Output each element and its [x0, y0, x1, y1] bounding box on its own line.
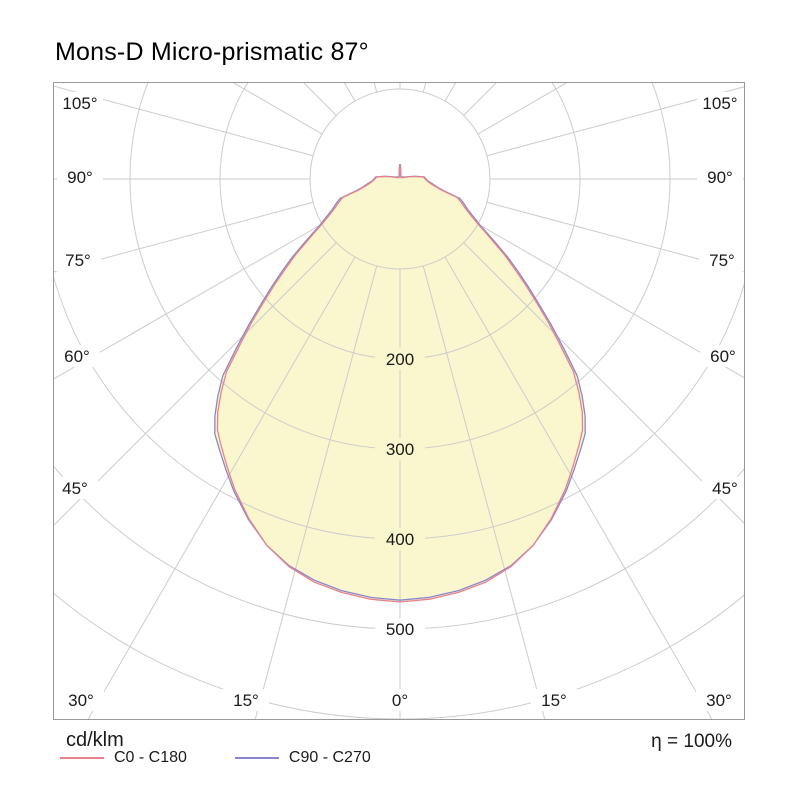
- ring-label-bg: [375, 618, 425, 640]
- grid-radial-line: [53, 242, 337, 527]
- curve-c90-c270: [214, 163, 586, 601]
- angle-label-bg: [699, 249, 745, 271]
- ring-label-bg: [375, 438, 425, 460]
- legend-line-c0-icon: [60, 757, 104, 759]
- grid-radial-line: [477, 82, 569, 135]
- angle-label-bg: [702, 477, 745, 499]
- grid-radial-line: [231, 82, 323, 135]
- angle-tick-label-15: 15°: [541, 691, 567, 710]
- ring-label-bg: [375, 348, 425, 370]
- grid-radial-line: [477, 223, 745, 379]
- grid-radial-line: [463, 82, 498, 116]
- units-label: cd/klm: [66, 729, 124, 751]
- angle-label-bg: [696, 689, 742, 711]
- ring-label-400: 400: [386, 530, 414, 549]
- angle-label-bg: [57, 92, 103, 114]
- grid-radial-line: [53, 201, 314, 273]
- angle-tick-label-45: 45°: [712, 479, 738, 498]
- angle-label-bg: [53, 477, 98, 499]
- grid-radial-line: [422, 82, 427, 93]
- grid-radial-line: [486, 201, 745, 272]
- ring-label-500: 500: [386, 620, 414, 639]
- angle-label-bg: [54, 345, 100, 367]
- legend-label-c0: C0 - C180: [114, 749, 187, 766]
- legend-item-c0: C0 - C180: [60, 749, 187, 767]
- angle-tick-label-0: 0°: [392, 691, 408, 710]
- legend: C0 - C180 C90 - C270: [60, 749, 419, 767]
- grid-radial-line: [254, 265, 378, 720]
- curve-c0-c180: [216, 164, 584, 603]
- angle-tick-label-75: 75°: [65, 251, 91, 270]
- angle-label-bg: [223, 689, 269, 711]
- angle-label-bg: [57, 166, 103, 188]
- grid-radial-line: [444, 82, 457, 102]
- page-title: Mons-D Micro-prismatic 87°: [55, 38, 369, 66]
- angle-label-bg: [697, 92, 743, 114]
- angle-tick-label-105: 105°: [702, 94, 737, 113]
- angle-tick-label-30: 30°: [68, 691, 94, 710]
- angle-label-bg: [377, 689, 423, 711]
- angle-tick-label-90: 90°: [707, 168, 733, 187]
- grid-radial-line: [486, 86, 745, 157]
- angle-tick-label-60: 60°: [710, 347, 736, 366]
- grid-radial-line: [463, 242, 745, 525]
- angle-label-bg: [700, 345, 745, 367]
- legend-label-c90: C90 - C270: [288, 749, 371, 766]
- angle-tick-label-15: 15°: [233, 691, 259, 710]
- legend-item-c90: C90 - C270: [234, 749, 371, 767]
- angle-tick-label-30: 30°: [706, 691, 732, 710]
- angle-tick-label-60: 60°: [64, 347, 90, 366]
- ring-label-bg: [375, 528, 425, 550]
- efficiency-label: η = 100%: [651, 731, 732, 752]
- angle-tick-label-105: 105°: [62, 94, 97, 113]
- ring-label-200: 200: [386, 350, 414, 369]
- labels-layer: 200 300 400 500 0° 15° 15° 30° 30° 45° 45° 60° 60° 75…: [53, 92, 745, 711]
- angle-label-bg: [531, 689, 577, 711]
- grid-radial-line: [422, 265, 546, 720]
- grid-radial-line: [53, 223, 323, 380]
- legend-line-c90-icon: [234, 757, 279, 759]
- ring-label-300: 300: [386, 440, 414, 459]
- angle-label-bg: [697, 166, 743, 188]
- angle-label-bg: [55, 249, 101, 271]
- angle-tick-label-45: 45°: [62, 479, 88, 498]
- curves-layer: [214, 163, 586, 603]
- angle-label-bg: [58, 689, 104, 711]
- angle-tick-label-90: 90°: [67, 168, 93, 187]
- plot-frame: [53, 82, 745, 720]
- angle-tick-label-75: 75°: [709, 251, 735, 270]
- grid-radial-line: [53, 85, 314, 157]
